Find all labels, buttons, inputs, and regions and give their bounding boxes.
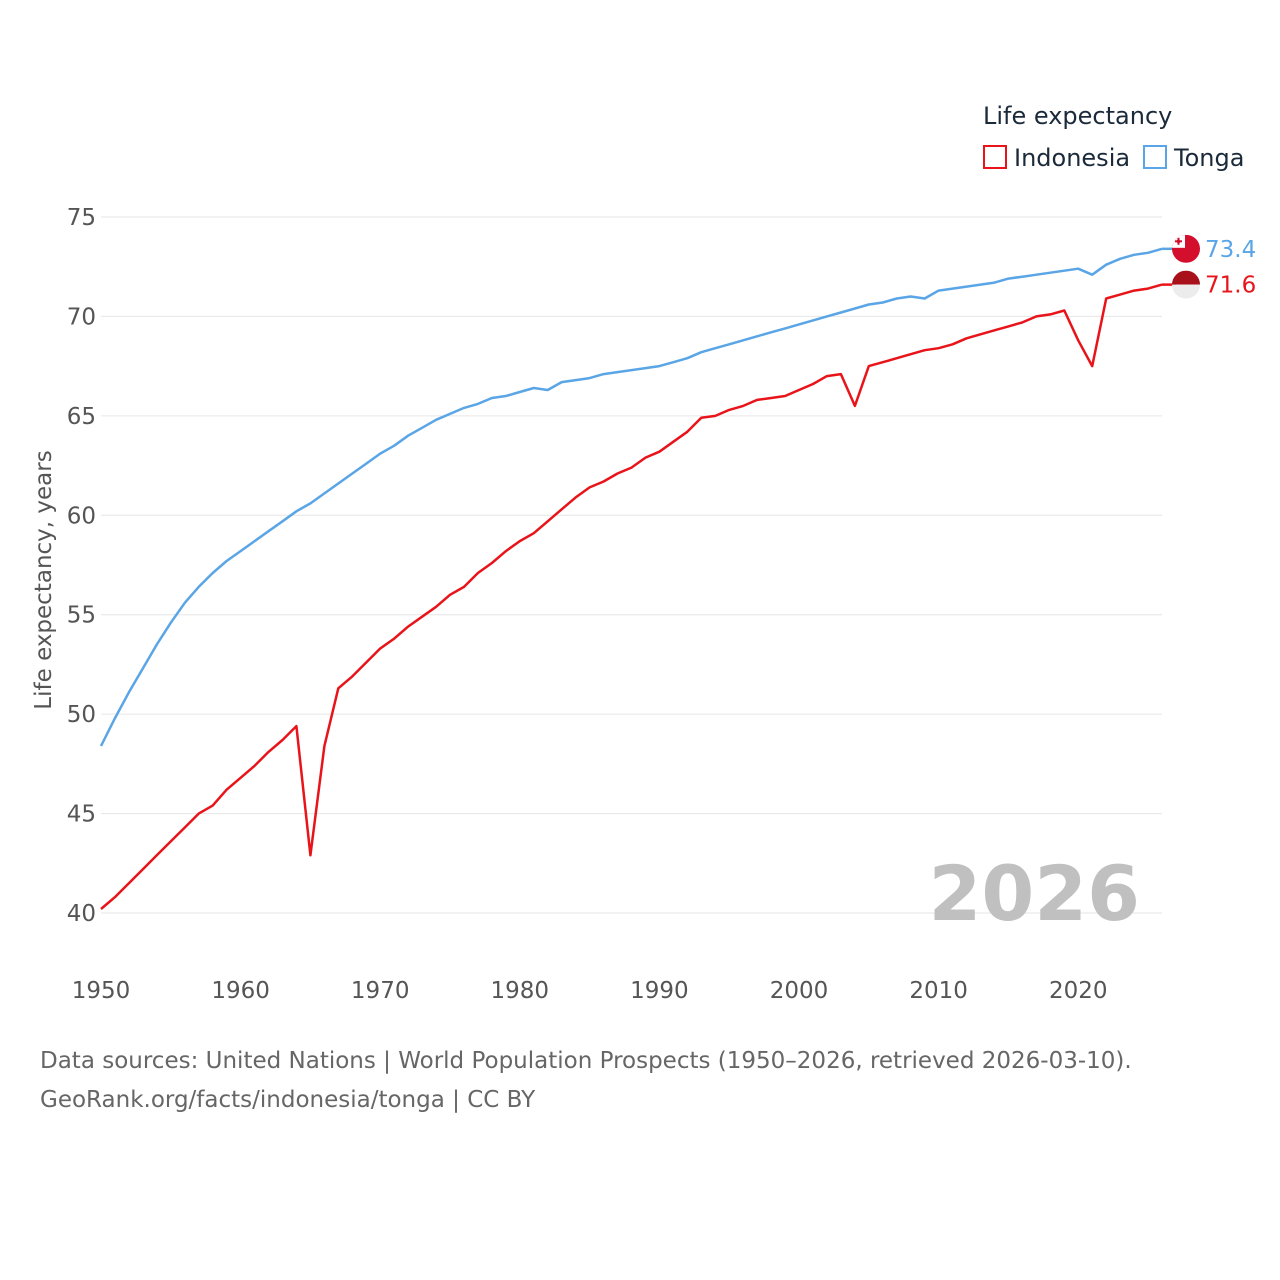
y-tick-label: 50: [67, 702, 96, 728]
legend-label-indonesia[interactable]: Indonesia: [1014, 144, 1130, 172]
x-tick-label: 2020: [1049, 978, 1108, 1004]
series-line-indonesia[interactable]: [100, 283, 1163, 910]
x-tick-label: 1950: [72, 978, 131, 1004]
gridlines: [101, 216, 1162, 914]
footer: Data sources: United Nations | World Pop…: [40, 1042, 1260, 1120]
y-tick-label: 65: [67, 404, 96, 430]
y-axis-ticks: 40 45 50 55 60 65 70 75: [67, 205, 96, 927]
x-tick-label: 1990: [630, 978, 689, 1004]
x-tick-label: 2000: [770, 978, 829, 1004]
y-axis-label: Life expectancy, years: [31, 450, 57, 709]
legend-title: Life expectancy: [983, 102, 1172, 130]
x-tick-label: 1980: [491, 978, 550, 1004]
end-value-label-tonga: 73.4: [1205, 237, 1256, 263]
x-axis-ticks: 1950 1960 1970 1980 1990 2000 2010 2020: [72, 978, 1108, 1004]
y-tick-label: 40: [67, 901, 96, 927]
y-tick-label: 70: [67, 304, 96, 330]
series-end-labels: 71.6 73.4: [1162, 234, 1256, 299]
series-lines: [99, 247, 1163, 910]
data-sources-text: Data sources: United Nations | World Pop…: [40, 1048, 1132, 1074]
y-tick-label: 45: [67, 802, 96, 828]
attribution-text[interactable]: GeoRank.org/facts/indonesia/tonga | CC B…: [40, 1087, 536, 1113]
x-tick-label: 2010: [909, 978, 968, 1004]
y-tick-label: 55: [67, 603, 96, 629]
x-tick-label: 1960: [211, 978, 270, 1004]
y-tick-label: 60: [67, 503, 96, 529]
legend-swatch-indonesia[interactable]: [983, 145, 1007, 169]
year-label: 2026: [928, 849, 1140, 938]
indonesia-flag-icon: [1172, 270, 1200, 299]
legend-label-tonga[interactable]: Tonga: [1173, 144, 1244, 172]
series-line-tonga[interactable]: [99, 247, 1163, 747]
tonga-flag-icon: [1172, 234, 1200, 263]
y-tick-label: 75: [67, 205, 96, 231]
end-value-label-indonesia: 71.6: [1205, 273, 1256, 299]
legend-swatch-tonga[interactable]: [1143, 145, 1167, 169]
x-tick-label: 1970: [351, 978, 410, 1004]
legend: Life expectancy Indonesia Tonga: [983, 102, 1244, 172]
line-chart: 40 45 50 55 60 65 70 75 1950 1960 1970 1980 1990 200…: [31, 102, 1256, 1004]
